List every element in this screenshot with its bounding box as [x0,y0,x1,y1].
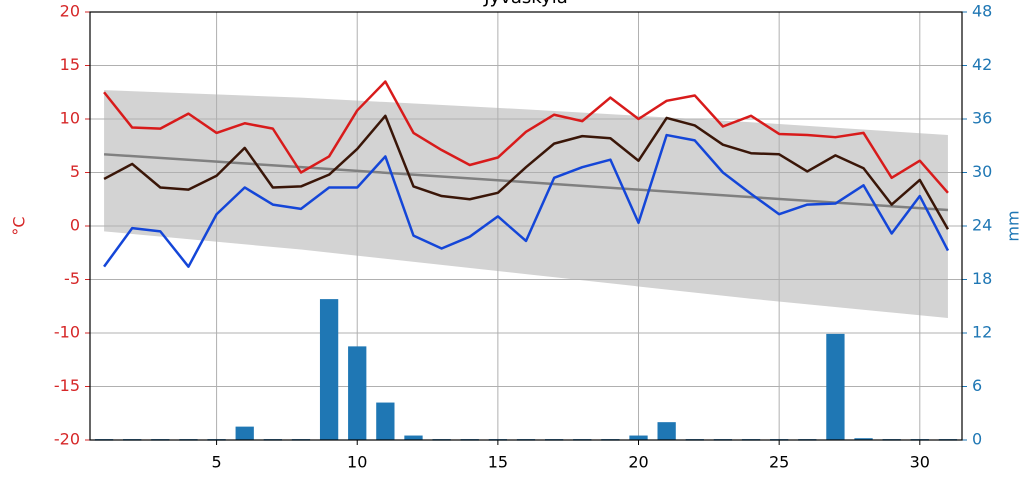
x-tick-label: 25 [769,453,789,472]
precipitation-bar [404,435,423,440]
precipitation-bar [854,438,873,440]
precipitation-bar [629,435,648,440]
y-tick-label: 15 [60,55,80,74]
y-tick-label: 20 [60,2,80,21]
precipitation-bar [657,422,676,440]
y2-tick-label: 30 [972,162,992,181]
chart-title: Jyväskylä [483,0,568,8]
y-tick-label: 5 [70,162,80,181]
precipitation-bar [348,346,367,440]
y2-tick-label: 12 [972,323,992,342]
x-tick-label: 15 [488,453,508,472]
normal-line [103,153,949,212]
temperature-line [103,114,950,230]
y2-tick-label: 48 [972,2,992,21]
y2-tick-label: 18 [972,269,992,288]
x-tick-label: 20 [628,453,648,472]
y-tick-label: 0 [70,216,80,235]
plot-frame [89,11,963,441]
temperature-line [103,80,949,194]
precipitation-bar [826,333,845,440]
y-tick-label: 10 [60,109,80,128]
y2-tick-label: 42 [972,55,992,74]
x-tick-label: 5 [211,453,221,472]
y-tick-label: -20 [54,430,80,449]
precipitation-bar [319,299,339,440]
x-tick-label: 10 [347,453,367,472]
x-tick-label: 30 [910,453,930,472]
y2-axis-label: mm [1004,210,1023,241]
precipitation-bar [376,402,395,440]
y2-tick-label: 0 [972,430,982,449]
y-tick-label: -5 [64,269,80,288]
y-tick-label: -15 [54,376,80,395]
temperature-line [103,133,950,268]
normal-range-band [104,90,948,319]
precipitation-bar [235,426,254,440]
y2-tick-label: 36 [972,109,992,128]
y2-tick-label: 24 [972,216,992,235]
y-tick-label: -10 [54,323,80,342]
y-axis-label: °C [10,216,29,235]
y2-tick-label: 6 [972,376,982,395]
